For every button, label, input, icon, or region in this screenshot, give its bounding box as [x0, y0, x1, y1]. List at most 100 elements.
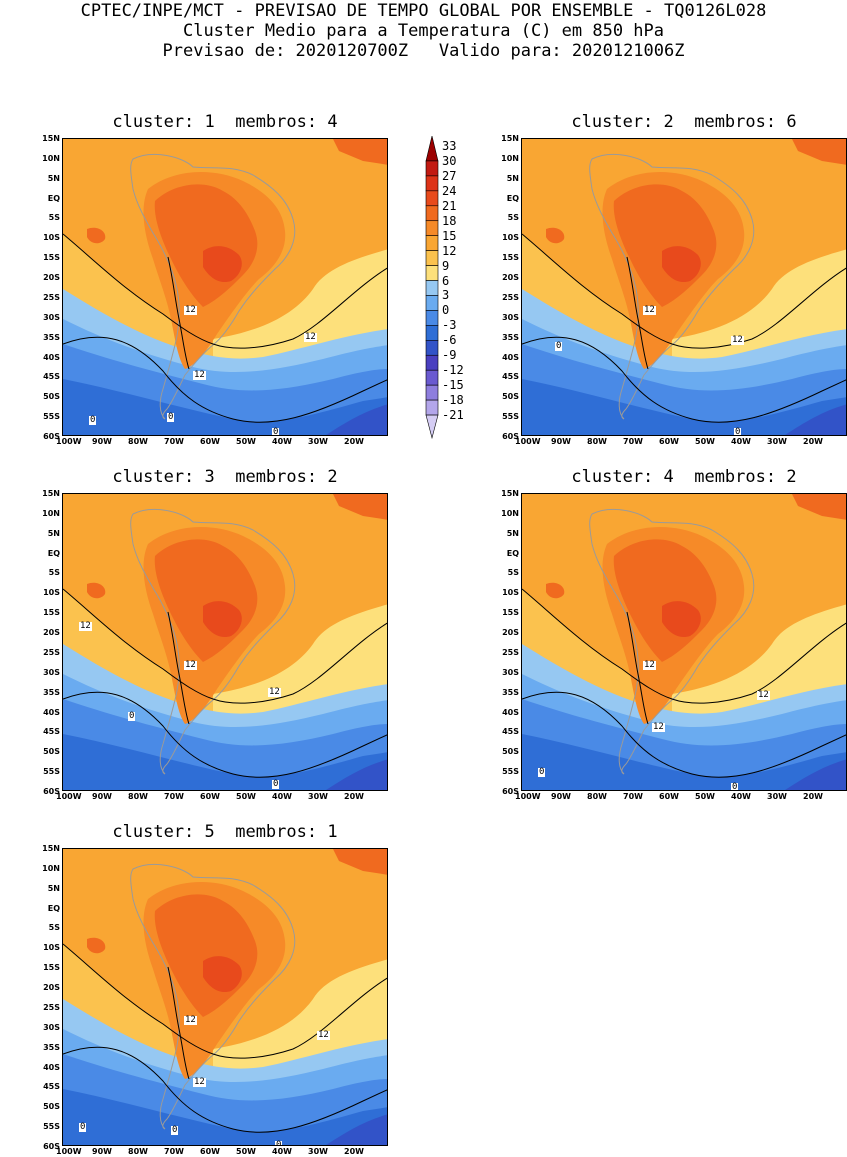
- lon-tick-label: 90W: [551, 792, 571, 801]
- colorbar-label: -21: [442, 408, 464, 423]
- lat-tick-label: 35S: [502, 332, 519, 342]
- coastline: [130, 863, 296, 1130]
- colorbar-label: -12: [442, 363, 464, 378]
- colorbar-swatch: [425, 175, 439, 192]
- panel-title: cluster: 5 membros: 1: [112, 822, 338, 842]
- temperature-band: [63, 1089, 387, 1145]
- contour-label: 0: [555, 341, 563, 351]
- lon-tick-label: 90W: [92, 1147, 112, 1156]
- lon-tick-label: 90W: [92, 792, 112, 801]
- lat-tick-label: 15N: [501, 134, 519, 143]
- lat-tick-label: 60S: [43, 1142, 60, 1151]
- lat-tick-label: 30S: [502, 667, 519, 677]
- lon-tick-label: 70W: [164, 792, 184, 801]
- temperature-band: [792, 494, 846, 520]
- lat-tick-label: 35S: [43, 332, 60, 342]
- lat-tick-label: 10N: [501, 508, 519, 518]
- lat-tick-label: 5N: [47, 173, 60, 183]
- isotherm-line: [167, 256, 190, 370]
- panel-title: cluster: 2 membros: 6: [571, 112, 797, 132]
- colorbar-swatch: [425, 265, 439, 281]
- lat-tick-label: 10S: [43, 588, 60, 598]
- lat-tick-label: 15N: [42, 134, 60, 143]
- contour-label: 12: [652, 722, 665, 732]
- temperature-band: [333, 139, 387, 165]
- lat-tick-label: 35S: [43, 1042, 60, 1052]
- contour-label: 12: [643, 305, 656, 315]
- contour-label: 12: [757, 690, 770, 700]
- colorbar-label: -3: [442, 318, 457, 333]
- lon-tick-label: 40W: [731, 792, 751, 801]
- contour-label: 0: [167, 412, 175, 422]
- temperature-band: [203, 956, 242, 993]
- colorbar-swatch: [425, 205, 439, 222]
- colorbar-swatch: [425, 325, 439, 341]
- lat-tick-label: 5S: [48, 568, 60, 578]
- lat-tick-label: 50S: [43, 747, 60, 757]
- lat-tick-label: 60S: [502, 787, 519, 796]
- panel-title: cluster: 3 membros: 2: [112, 467, 338, 487]
- lat-tick-label: 55S: [43, 767, 60, 777]
- contour-label: 12: [304, 332, 317, 342]
- contour-label: 0: [79, 1122, 87, 1132]
- lon-tick-label: 70W: [164, 437, 184, 446]
- colorbar-label: -18: [442, 393, 464, 408]
- isotherm-line: [167, 966, 190, 1080]
- lat-tick-label: 15N: [42, 489, 60, 498]
- lon-tick-label: 100W: [56, 437, 82, 446]
- temperature-band: [63, 734, 387, 790]
- lon-tick-label: 60W: [200, 1147, 220, 1156]
- panel-title: cluster: 1 membros: 4: [112, 112, 338, 132]
- subtitle-variable: Cluster Medio para a Temperatura (C) em …: [182, 21, 665, 41]
- colorbar-label: 21: [442, 198, 457, 213]
- lon-tick-label: 70W: [623, 437, 643, 446]
- colorbar-label: 15: [442, 228, 457, 243]
- lon-tick-label: 50W: [236, 1147, 256, 1156]
- isotherm-line: [63, 588, 387, 704]
- lon-tick-label: 100W: [515, 437, 541, 446]
- temperature-map-panel: 12 12 0 0: [521, 138, 847, 436]
- lat-tick-label: 10N: [501, 153, 519, 163]
- lat-tick-label: 20S: [43, 273, 60, 283]
- lat-tick-label: 5N: [47, 528, 60, 538]
- lat-tick-label: 60S: [502, 432, 519, 441]
- temperature-field: [63, 494, 387, 790]
- colorbar-label: -9: [442, 348, 457, 363]
- colorbar-label: 33: [442, 139, 457, 153]
- lon-tick-label: 60W: [200, 437, 220, 446]
- temperature-field: [522, 139, 846, 435]
- lon-tick-label: 60W: [659, 437, 679, 446]
- lon-tick-label: 80W: [128, 792, 148, 801]
- isotherm-line: [63, 1046, 387, 1133]
- colorbar-swatch: [425, 369, 439, 386]
- panel-title: cluster: 4 membros: 2: [571, 467, 797, 487]
- contour-label: 12: [268, 687, 281, 697]
- lat-tick-label: 60S: [43, 432, 60, 441]
- colorbar-swatch: [425, 340, 439, 356]
- lon-tick-label: 40W: [731, 437, 751, 446]
- temperature-map-panel: 12 12 12 0 0 0: [62, 848, 388, 1146]
- temperature-band: [522, 379, 846, 435]
- temperature-band: [87, 227, 106, 244]
- temperature-band: [87, 937, 106, 954]
- temperature-band: [87, 582, 106, 599]
- temperature-band: [792, 139, 846, 165]
- contour-label: 0: [538, 767, 546, 777]
- colorbar-swatch: [425, 414, 439, 440]
- colorbar-label: -15: [442, 378, 464, 393]
- lat-tick-label: 15S: [43, 253, 60, 263]
- lon-tick-label: 70W: [623, 792, 643, 801]
- lon-tick-label: 100W: [56, 1147, 82, 1156]
- contour-label: 12: [193, 370, 206, 380]
- coastline: [130, 508, 296, 775]
- lon-tick-label: 80W: [587, 437, 607, 446]
- temperature-band: [333, 494, 387, 520]
- lon-tick-label: 20W: [803, 437, 823, 446]
- temperature-band: [546, 227, 565, 244]
- lon-tick-label: 50W: [695, 792, 715, 801]
- colorbar-swatch: [425, 310, 439, 326]
- lon-tick-label: 80W: [128, 437, 148, 446]
- temperature-band: [662, 246, 701, 283]
- lon-tick-label: 90W: [92, 437, 112, 446]
- lat-tick-label: 15S: [502, 253, 519, 263]
